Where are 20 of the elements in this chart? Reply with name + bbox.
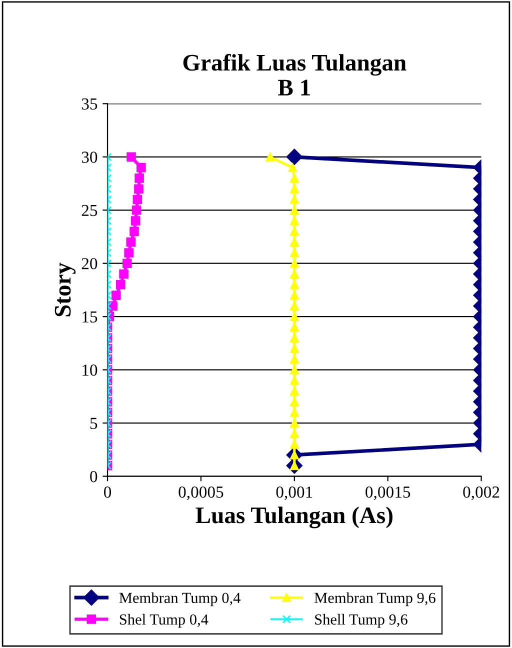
y-tick-label: 25 <box>82 204 98 216</box>
x-tick-label: 0,0015 <box>366 486 410 500</box>
y-tick-label: 20 <box>82 258 98 270</box>
legend-label: Membran Tump 0,4 <box>119 592 240 606</box>
y-tick-label: 5 <box>90 418 98 429</box>
y-axis-title: Story <box>54 262 76 316</box>
legend-label: Membran Tump 9,6 <box>314 592 436 606</box>
x-tick-label: 0,0005 <box>178 486 224 500</box>
x-tick-label: 0,001 <box>276 486 312 500</box>
x-axis-title: Luas Tulangan (As) <box>196 506 392 528</box>
legend-label: Shel Tump 0,4 <box>120 614 208 628</box>
legend-label: Shell Tump 9,6 <box>315 614 408 628</box>
y-tick-label: 35 <box>82 98 98 110</box>
chart-title: Grafik Luas Tulangan B 1 <box>183 54 406 96</box>
y-tick-label: 10 <box>82 364 98 376</box>
y-tick-label: 0 <box>90 470 98 482</box>
x-tick-label: 0 <box>104 486 112 498</box>
y-tick-label: 30 <box>82 152 98 163</box>
y-tick-label: 15 <box>82 311 98 323</box>
x-tick-label: 0,002 <box>463 486 500 500</box>
